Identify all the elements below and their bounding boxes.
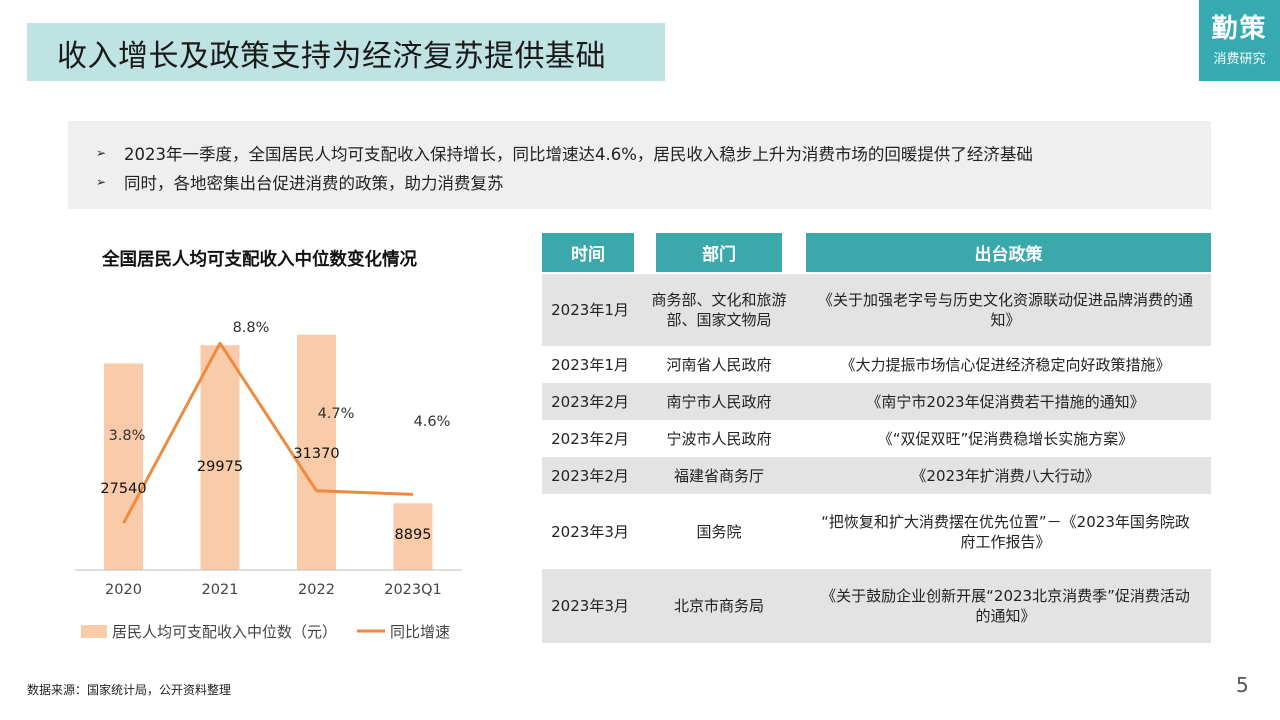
title-bar: 收入增长及政策支持为经济复苏提供基础 <box>27 23 665 81</box>
line-value-label: 3.8% <box>109 428 146 444</box>
arrow-bullet-icon: ➢ <box>96 175 107 189</box>
table-row: 2023年3月 国务院 “把恢复和扩大消费摆在优先位置”－《2023年国务院政府… <box>542 494 1211 569</box>
summary-box: ➢ 2023年一季度，全国居民人均可支配收入保持增长，同比增速达4.6%，居民收… <box>68 121 1211 209</box>
cell-policy: 《关于鼓励企业创新开展“2023北京消费季”促消费活动的通知》 <box>821 587 1190 625</box>
table-row: 2023年2月 宁波市人民政府 《“双促双旺”促消费稳增长实施方案》 <box>542 420 1211 457</box>
bar-2021 <box>200 345 240 570</box>
cell-time: 2023年2月 <box>551 429 629 448</box>
x-tick-label: 2022 <box>298 582 335 598</box>
table-header-dept: 部门 <box>656 233 782 272</box>
cell-dept: 南宁市人民政府 <box>666 392 772 411</box>
x-tick-label: 2021 <box>202 582 239 598</box>
growth-rate-line <box>122 341 414 524</box>
bar-value-label: 27540 <box>100 481 146 497</box>
table-header-time: 时间 <box>542 233 634 272</box>
bar-value-label: 8895 <box>395 527 432 543</box>
line-value-label: 4.7% <box>318 406 355 422</box>
cell-dept: 国务院 <box>696 522 742 541</box>
cell-time: 2023年2月 <box>551 392 629 411</box>
summary-bullet: ➢ 同时，各地密集出台促进消费的政策，助力消费复苏 <box>96 170 504 194</box>
data-source-note: 数据来源：国家统计局，公开资料整理 <box>27 683 232 697</box>
cell-time: 2023年3月 <box>551 522 629 541</box>
summary-bullet: ➢ 2023年一季度，全国居民人均可支配收入保持增长，同比增速达4.6%，居民收… <box>96 141 1033 165</box>
cell-dept: 商务部、文化和旅游部、国家文物局 <box>651 291 787 329</box>
cell-time: 2023年1月 <box>551 355 629 374</box>
table-header-policy: 出台政策 <box>806 233 1211 272</box>
x-tick-label: 2023Q1 <box>384 582 442 598</box>
page-number: 5 <box>1236 673 1249 697</box>
brand-logo: 勤策 消费研究 <box>1199 0 1280 81</box>
cell-policy: 《2023年扩消费八大行动》 <box>911 466 1100 485</box>
chart-title: 全国居民人均可支配收入中位数变化情况 <box>102 250 417 270</box>
cell-dept: 河南省人民政府 <box>666 355 772 374</box>
cell-policy: 《南宁市2023年促消费若干措施的通知》 <box>866 392 1145 411</box>
arrow-bullet-icon: ➢ <box>96 146 107 160</box>
x-tick-label: 2020 <box>105 582 142 598</box>
page-title: 收入增长及政策支持为经济复苏提供基础 <box>57 39 606 74</box>
table-row: 2023年1月 商务部、文化和旅游部、国家文物局 《关于加强老字号与历史文化资源… <box>542 274 1211 346</box>
bar-value-label: 31370 <box>293 446 339 462</box>
bar-2023Q1 <box>393 503 433 570</box>
bar-2020 <box>104 363 143 570</box>
line-value-label: 4.6% <box>414 414 451 430</box>
table-row: 2023年2月 福建省商务厅 《2023年扩消费八大行动》 <box>542 457 1211 494</box>
cell-policy: 《“双促双旺”促消费稳增长实施方案》 <box>877 429 1134 448</box>
summary-bullet-text: 2023年一季度，全国居民人均可支配收入保持增长，同比增速达4.6%，居民收入稳… <box>124 145 1033 164</box>
bar-2022 <box>297 334 336 570</box>
cell-dept: 福建省商务厅 <box>673 466 764 485</box>
cell-policy: “把恢复和扩大消费摆在优先位置”－《2023年国务院政府工作报告》 <box>821 512 1190 551</box>
table-row: 2023年1月 河南省人民政府 《大力提振市场信心促进经济稳定向好政策措施》 <box>542 346 1211 383</box>
cell-dept: 北京市商务局 <box>673 597 764 615</box>
cell-time: 2023年3月 <box>551 597 629 615</box>
line-value-label: 8.8% <box>233 320 270 336</box>
legend-bar-swatch <box>81 625 107 638</box>
table-row: 2023年3月 北京市商务局 《关于鼓励企业创新开展“2023北京消费季”促消费… <box>542 569 1211 643</box>
summary-bullet-text: 同时，各地密集出台促进消费的政策，助力消费复苏 <box>124 174 504 193</box>
logo-sub-text: 消费研究 <box>1213 52 1266 67</box>
cell-time: 2023年2月 <box>551 466 629 485</box>
logo-main-text: 勤策 <box>1211 14 1268 44</box>
bar-value-label: 29975 <box>197 459 243 475</box>
cell-time: 2023年1月 <box>551 301 629 319</box>
legend-bar-label: 居民人均可支配收入中位数（元） <box>112 623 337 641</box>
cell-dept: 宁波市人民政府 <box>666 429 772 448</box>
legend-line-label: 同比增速 <box>390 623 450 641</box>
income-chart: 2020 2021 2022 2023Q1 27540 29975 31370 8895 3.8… <box>75 320 462 641</box>
cell-policy: 《关于加强老字号与历史文化资源联动促进品牌消费的通知》 <box>817 291 1193 329</box>
table-row: 2023年2月 南宁市人民政府 《南宁市2023年促消费若干措施的通知》 <box>542 383 1211 420</box>
cell-policy: 《大力提振市场信心促进经济稳定向好政策措施》 <box>840 355 1171 374</box>
